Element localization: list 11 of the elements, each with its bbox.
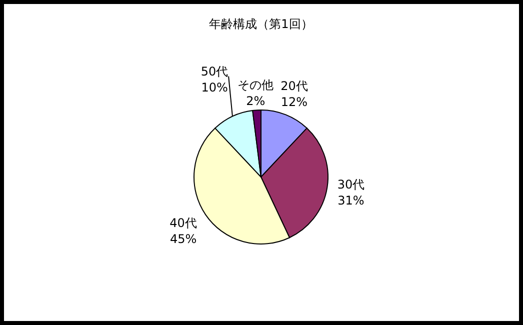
data-label: 2%	[246, 94, 266, 108]
data-label: 45%	[170, 232, 197, 246]
slice-label: その他	[238, 78, 274, 92]
data-label: 12%	[280, 95, 308, 110]
data-label: 10%	[201, 80, 228, 94]
data-label: 31%	[338, 193, 364, 208]
slice-label: 30代	[337, 177, 365, 192]
slice-label: 20代	[280, 79, 308, 94]
chart-title: 年齢構成（第1回）	[209, 17, 313, 31]
slice-label: 50代	[200, 64, 228, 78]
slice-label: 40代	[170, 216, 197, 230]
